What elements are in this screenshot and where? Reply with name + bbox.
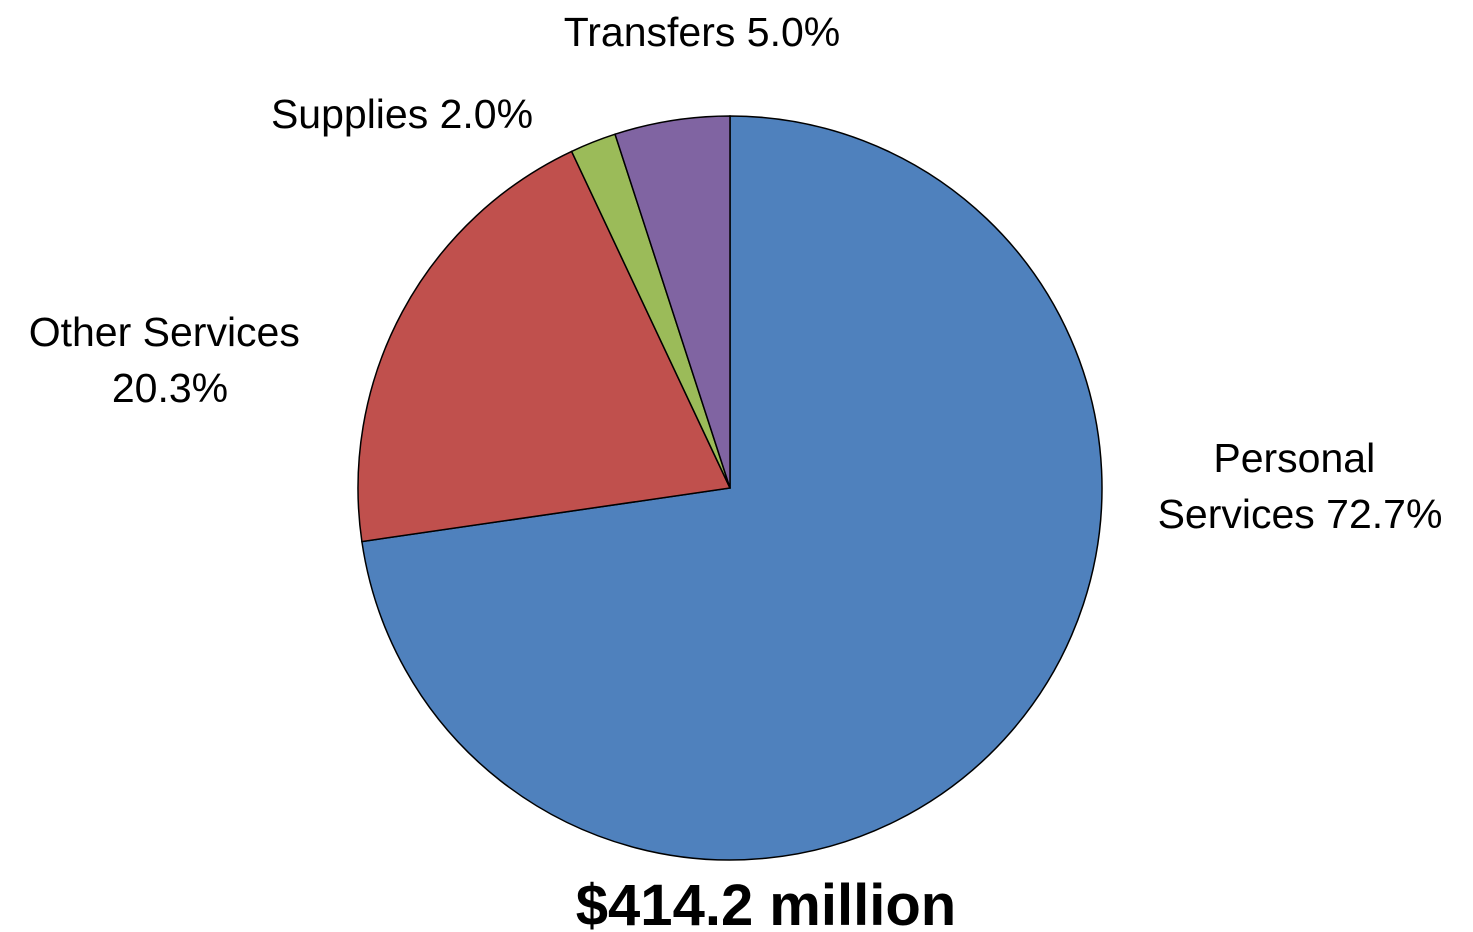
pie-slice-other-services [357, 150, 732, 543]
slice-label-transfers: Transfers 5.0% [564, 9, 840, 55]
pie-slice-transfers [614, 115, 731, 489]
total-amount-label: $414.2 million [576, 873, 956, 932]
slice-label-personal-services: Personal Services 72.7% [1158, 435, 1443, 537]
pie-slice-personal-services [361, 115, 1103, 861]
slice-label-other-services: Other Services 20.3% [29, 309, 312, 411]
slice-label-supplies: Supplies 2.0% [271, 91, 533, 137]
pie-slices [357, 115, 1103, 861]
